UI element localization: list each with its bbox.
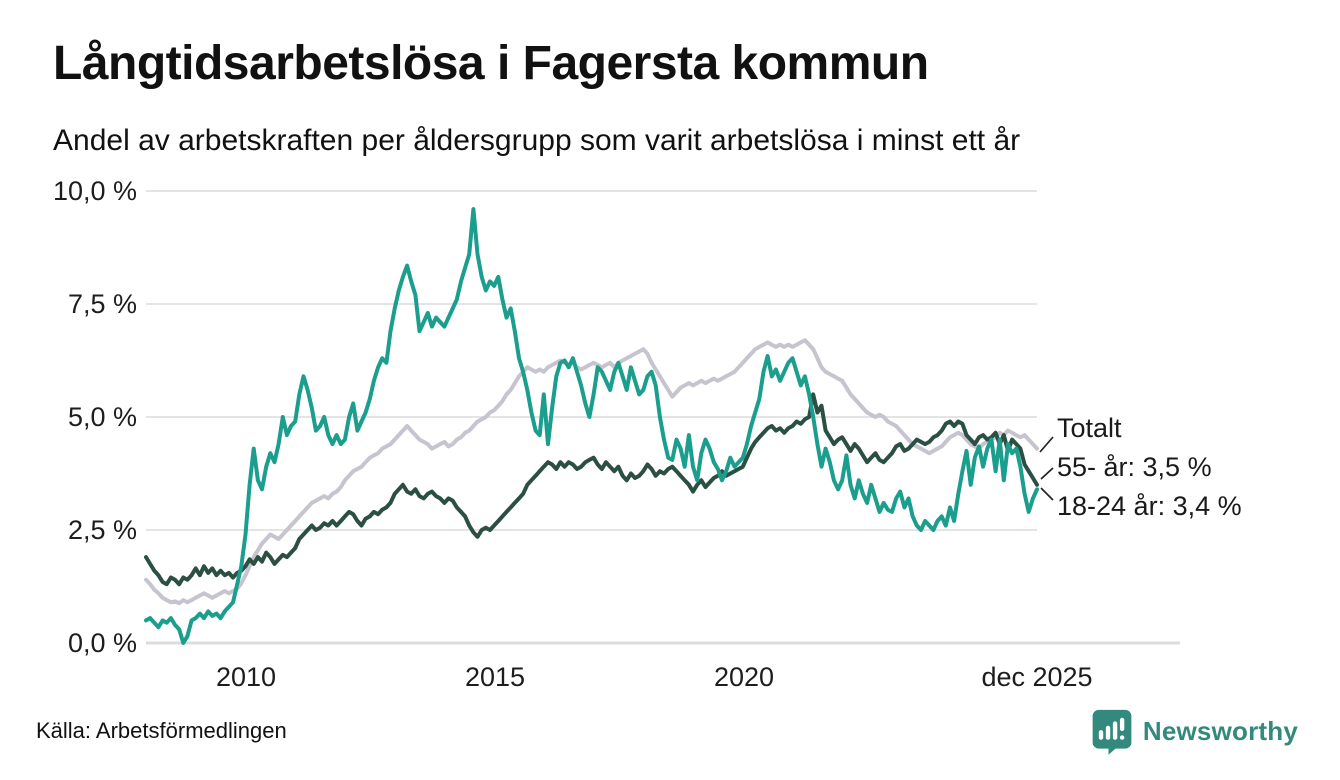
source-note: Källa: Arbetsförmedlingen [36, 718, 287, 743]
y-axis-tick-label: 5,0 % [68, 402, 137, 432]
chart-subtitle: Andel av arbetskraften per åldersgrupp s… [53, 124, 1021, 157]
annotation-leaders [1039, 436, 1054, 501]
x-axis-tick-label: 2015 [465, 662, 525, 692]
x-axis-tick-label: 2020 [714, 662, 774, 692]
series-line-totalt [144, 338, 1039, 606]
annotation-leader-line [1040, 487, 1054, 501]
series-end-label-totalt: Totalt [1057, 413, 1122, 443]
newsworthy-wordmark: Newsworthy [1142, 715, 1298, 746]
series-end-label-55-ar: 55- år: 3,5 % [1057, 452, 1212, 482]
series-line-55-ar [144, 392, 1039, 587]
y-axis-tick-label: 10,0 % [53, 176, 137, 206]
x-axis-tick-label: dec 2025 [981, 662, 1092, 692]
newsworthy-icon [1092, 709, 1132, 755]
series-line-18-24-ar [144, 207, 1039, 645]
y-axis-tick-label: 0,0 % [68, 628, 137, 658]
annotation-leader-line [1039, 436, 1054, 453]
newsworthy-logo: Newsworthy [1090, 707, 1298, 755]
annotation-leader-line [1040, 467, 1054, 480]
chart-title: Långtidsarbetslösa i Fagersta kommun [53, 37, 929, 90]
series-lines [144, 207, 1039, 645]
series-end-label-18-24-ar: 18-24 år: 3,4 % [1057, 491, 1242, 521]
x-axis-tick-label: 2010 [216, 662, 276, 692]
y-axis: 10,0 % 7,5 % 5,0 % 2,5 % 0,0 % [53, 176, 137, 658]
series-end-labels: Totalt 55- år: 3,5 % 18-24 år: 3,4 % [1057, 413, 1242, 521]
y-axis-tick-label: 2,5 % [68, 515, 137, 545]
y-axis-tick-label: 7,5 % [68, 289, 137, 319]
gridlines [146, 190, 1180, 645]
x-axis: 2010 2015 2020 dec 2025 [216, 662, 1093, 692]
